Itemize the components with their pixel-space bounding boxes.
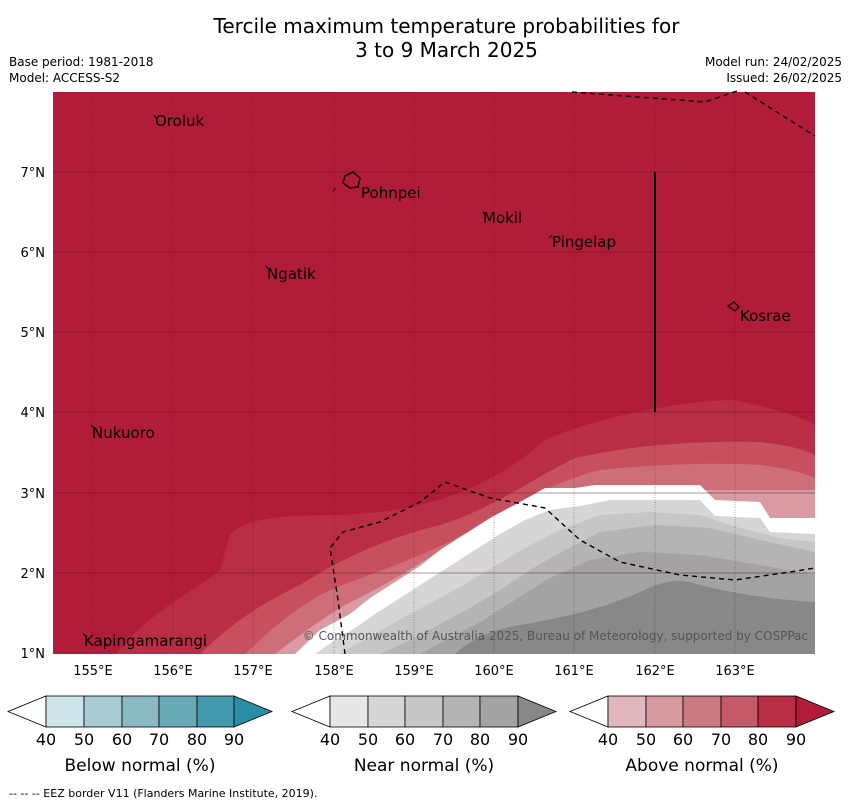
colorbar-below (6, 695, 274, 728)
place-label-pingelap: Pingelap (552, 233, 616, 251)
kapinga-mark (82, 632, 86, 637)
mokil-mark (482, 211, 486, 216)
colorbar-below-label: Below normal (%) (64, 756, 216, 776)
colorbar-near (290, 695, 558, 728)
colorbar-near-segment (479, 695, 519, 728)
title-line-1: Tercile maximum temperature probabilitie… (213, 14, 680, 38)
colorbar-below-min-arrow (6, 695, 47, 728)
colorbar-below-segment (121, 695, 160, 728)
lat-label: 4°N (21, 406, 46, 421)
place-label-ngatik: Ngatik (267, 265, 316, 283)
model-run-text: Model run: 24/02/2025 (704, 55, 842, 69)
colorbar-above-segment (607, 695, 647, 728)
lat-axis-labels: 7°N 6°N 5°N 4°N 3°N 2°N 1°N (21, 166, 46, 662)
place-label-kosrae: Kosrae (740, 307, 791, 325)
pingelap-mark (548, 234, 553, 239)
colorbar-near-max-arrow (517, 695, 558, 728)
lat-label: 3°N (21, 487, 46, 502)
colorbar-tick: 40 (35, 730, 57, 749)
place-label-kapingamarangi: Kapingamarangi (84, 632, 207, 650)
colorbar-tick: 90 (507, 730, 529, 749)
colorbar-tick: 70 (148, 730, 170, 749)
colorbar-tick: 40 (319, 730, 341, 749)
copyright-text: © Commonwealth of Australia 2025, Bureau… (303, 629, 808, 643)
colorbar-near-segment (404, 695, 444, 728)
lat-label: 1°N (21, 647, 46, 662)
colorbar-tick: 90 (785, 730, 807, 749)
colorbar-tick: 70 (710, 730, 732, 749)
colorbar-above (568, 695, 836, 728)
base-period-text: Base period: 1981-2018 (9, 55, 154, 69)
colorbar-above-segment (757, 695, 797, 728)
lon-label: 158°E (314, 664, 354, 679)
place-label-nukuoro: Nukuoro (92, 424, 155, 442)
colorbar-below-segment (158, 695, 198, 728)
colorbar-above-max-arrow (795, 695, 836, 728)
colorbar-below-segment (196, 695, 235, 728)
lat-label: 2°N (21, 567, 46, 582)
colorbar-tick: 50 (635, 730, 657, 749)
colorbar-above-segment (720, 695, 759, 728)
colorbar-tick: 70 (432, 730, 454, 749)
colorbar-tick: 60 (672, 730, 694, 749)
colorbar-near-segment (442, 695, 481, 728)
kosrae-island-shape (726, 301, 740, 312)
grid-lines (92, 92, 736, 654)
lon-label: 161°E (554, 664, 594, 679)
place-label-mokil: Mokil (483, 209, 522, 227)
lat-label: 5°N (21, 326, 46, 341)
colorbar-near-label: Near normal (%) (353, 756, 495, 776)
oroluk-mark (153, 114, 157, 119)
eez-border-northeast (744, 91, 816, 137)
ngatik-mark (265, 265, 269, 270)
lon-label: 163°E (715, 664, 755, 679)
lon-label: 160°E (474, 664, 514, 679)
lat-label: 6°N (21, 246, 46, 261)
grid-lat-lines (53, 171, 815, 574)
colorbar-tick: 50 (357, 730, 379, 749)
colorbar-tick: 80 (469, 730, 491, 749)
eez-borders (329, 89, 816, 655)
colorbar-tick: 80 (186, 730, 208, 749)
eez-legend-footer: -- -- -- EEZ border V11 (Flanders Marine… (9, 787, 318, 800)
band-near-90 (455, 580, 815, 654)
lon-label: 157°E (233, 664, 273, 679)
colorbar-above-segment (682, 695, 722, 728)
eez-border-south (329, 481, 816, 655)
place-label-pohnpei: Pohnpei (361, 184, 421, 202)
colorbar-above-segment (645, 695, 684, 728)
nukuoro-mark (90, 424, 95, 429)
model-text: Model: ACCESS-S2 (9, 71, 121, 85)
lon-label: 162°E (635, 664, 675, 679)
lon-label: 159°E (394, 664, 434, 679)
lon-label: 155°E (73, 664, 113, 679)
colorbar-tick: 90 (223, 730, 245, 749)
issued-text: Issued: 26/02/2025 (726, 71, 842, 85)
place-label-oroluk: Oroluk (155, 112, 204, 130)
colorbar-below-segment (45, 695, 85, 728)
colorbar-tick: 60 (394, 730, 416, 749)
colorbar-above-min-arrow (568, 695, 609, 728)
lat-label: 7°N (21, 166, 46, 181)
colorbar-near-min-arrow (290, 695, 331, 728)
colorbar-tick: 80 (747, 730, 769, 749)
colorbar-tick: 60 (111, 730, 133, 749)
pohnpei-islet (332, 187, 337, 192)
colorbar-tick: 40 (597, 730, 619, 749)
pohnpei-island-shape (342, 171, 361, 189)
colorbar-below-segment (83, 695, 123, 728)
lon-label: 156°E (153, 664, 193, 679)
colorbar-near-segment (329, 695, 369, 728)
title-line-2: 3 to 9 March 2025 (355, 38, 538, 62)
lon-axis-labels: 155°E 156°E 157°E 158°E 159°E 160°E 161°… (73, 664, 755, 679)
colorbar-below-max-arrow (233, 695, 274, 728)
colorbar-above-label: Above normal (%) (625, 756, 779, 776)
place-labels: Oroluk Pohnpei Mokil Pingelap Ngatik Kos… (84, 112, 791, 650)
colorbar-near-segment (367, 695, 406, 728)
colorbar-tick: 50 (73, 730, 95, 749)
